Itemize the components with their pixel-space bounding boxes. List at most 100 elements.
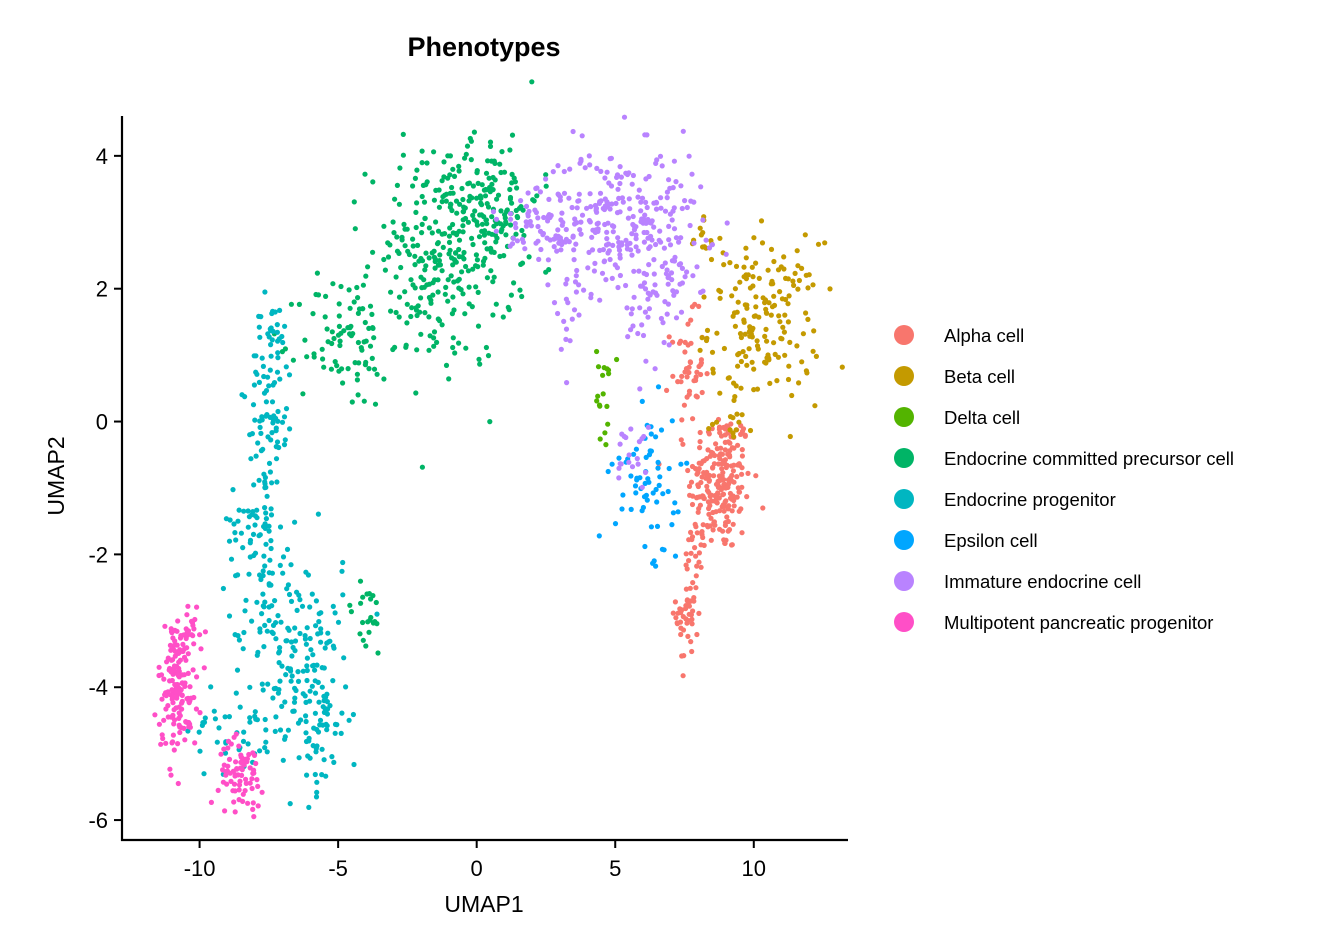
- data-point: [623, 237, 629, 243]
- data-point: [730, 521, 736, 527]
- data-point: [237, 704, 243, 710]
- data-point: [267, 326, 273, 332]
- data-point: [509, 200, 515, 206]
- data-point: [431, 248, 437, 254]
- data-point: [282, 323, 288, 329]
- data-point: [698, 232, 705, 238]
- data-point: [311, 354, 317, 360]
- data-point: [605, 201, 611, 207]
- data-point: [678, 379, 684, 385]
- data-point: [161, 717, 167, 723]
- data-point: [718, 433, 725, 439]
- data-point: [274, 369, 281, 375]
- data-point: [627, 206, 633, 212]
- data-point: [267, 469, 273, 475]
- data-point: [457, 201, 463, 207]
- data-point: [273, 456, 280, 462]
- data-point: [646, 306, 653, 312]
- series-1: [689, 214, 845, 440]
- data-point: [763, 326, 769, 332]
- data-point: [245, 741, 251, 747]
- data-point: [170, 646, 176, 652]
- data-point: [169, 687, 175, 693]
- data-point: [630, 213, 636, 220]
- data-point: [638, 283, 644, 289]
- data-point: [706, 478, 712, 484]
- data-point: [602, 430, 608, 436]
- data-point: [666, 465, 672, 472]
- data-point: [320, 356, 326, 362]
- y-tick-label: -6: [88, 808, 108, 833]
- data-point: [559, 210, 565, 216]
- data-point: [570, 128, 576, 135]
- data-point: [266, 383, 272, 389]
- data-point: [574, 267, 580, 274]
- data-point: [330, 603, 336, 610]
- data-point: [682, 349, 688, 355]
- data-point: [665, 281, 671, 287]
- data-point: [168, 669, 174, 675]
- data-point: [401, 221, 407, 227]
- data-point: [629, 464, 636, 470]
- data-point: [450, 221, 456, 228]
- data-point: [636, 268, 642, 274]
- data-point: [321, 757, 327, 763]
- data-point: [418, 255, 424, 262]
- data-point: [277, 645, 283, 651]
- data-point: [581, 287, 587, 293]
- data-point: [615, 186, 621, 192]
- data-point: [743, 255, 749, 261]
- data-point: [238, 754, 244, 760]
- data-point: [689, 621, 695, 627]
- data-point: [233, 537, 239, 543]
- data-point: [597, 190, 604, 196]
- data-point: [680, 614, 686, 620]
- data-point: [450, 344, 456, 351]
- data-point: [760, 505, 766, 511]
- data-point: [369, 355, 375, 361]
- data-point: [708, 537, 714, 543]
- data-point: [639, 484, 645, 490]
- data-point: [573, 241, 579, 247]
- data-point: [445, 277, 451, 283]
- data-point: [256, 533, 262, 539]
- data-point: [777, 319, 783, 325]
- data-point: [722, 447, 728, 453]
- data-point: [518, 198, 524, 204]
- data-point: [312, 710, 318, 716]
- data-point: [628, 473, 634, 479]
- data-point: [573, 289, 580, 295]
- data-point: [239, 767, 245, 773]
- data-point: [169, 630, 175, 636]
- data-point: [641, 216, 647, 223]
- data-point: [690, 580, 696, 586]
- data-point: [413, 390, 419, 396]
- data-point: [388, 308, 394, 314]
- data-point: [635, 330, 641, 337]
- data-point: [263, 399, 269, 405]
- data-point: [467, 135, 473, 142]
- data-point: [688, 550, 694, 556]
- data-point: [726, 527, 733, 533]
- data-point: [839, 364, 845, 370]
- y-tick-label: 0: [96, 410, 108, 435]
- data-point: [799, 265, 805, 271]
- data-point: [337, 338, 343, 344]
- data-point: [717, 295, 723, 301]
- data-point: [617, 272, 624, 279]
- data-point: [735, 485, 741, 491]
- data-point: [662, 299, 668, 305]
- data-point: [241, 729, 247, 735]
- data-point: [452, 350, 458, 356]
- data-point: [286, 591, 293, 598]
- data-point: [533, 185, 539, 192]
- data-point: [445, 298, 451, 304]
- data-point: [827, 286, 833, 292]
- data-point: [678, 309, 685, 315]
- data-point: [642, 543, 648, 550]
- data-point: [633, 232, 639, 238]
- data-point: [648, 524, 655, 530]
- data-point: [410, 183, 416, 189]
- data-point: [685, 618, 691, 624]
- data-point: [319, 684, 325, 690]
